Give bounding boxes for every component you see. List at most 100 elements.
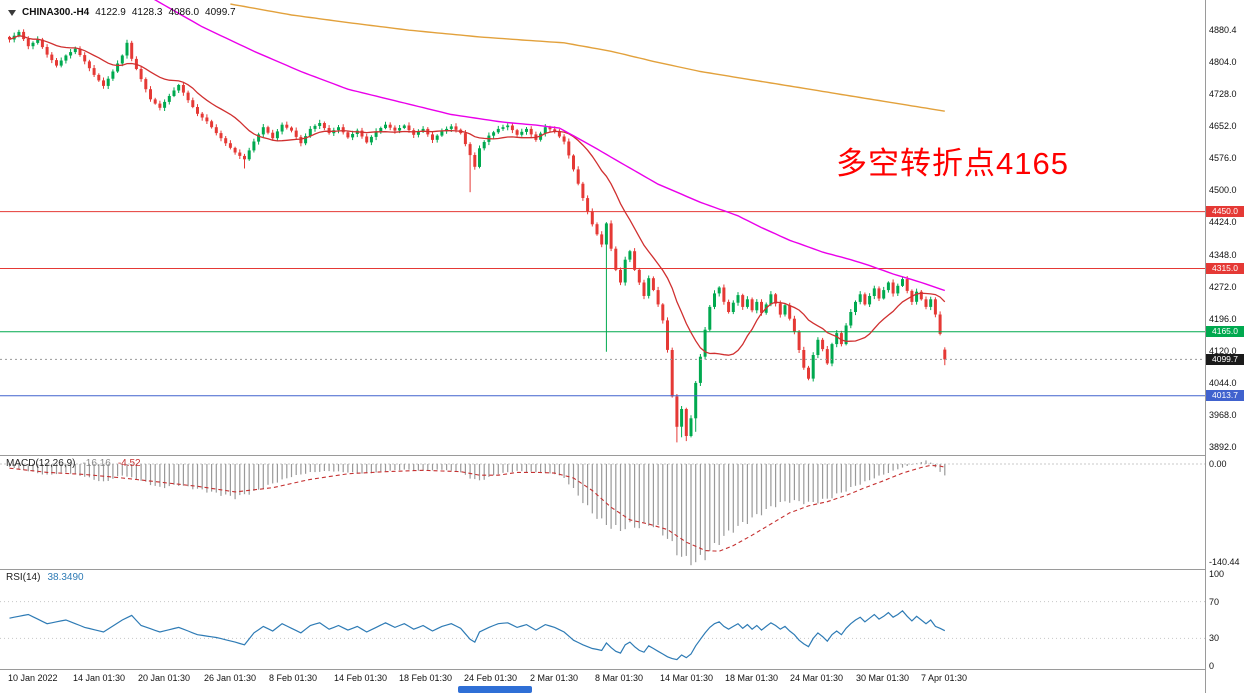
symbol-header: CHINA300.-H4 4122.9 4128.3 4086.0 4099.7 (8, 7, 236, 18)
close-value: 4099.7 (205, 7, 236, 18)
candlestick (412, 128, 416, 138)
candlestick (755, 299, 759, 314)
panel-separator[interactable] (0, 669, 1244, 670)
candlestick (891, 279, 895, 297)
candlestick (402, 124, 406, 130)
price-tick-label: 4500.0 (1209, 185, 1237, 195)
macd-axis-label: 0.00 (1209, 459, 1227, 469)
price-chart-canvas[interactable] (0, 0, 1205, 455)
chart-annotation-text[interactable]: 多空转折点4165 (836, 146, 1069, 181)
candlestick (713, 290, 716, 310)
candlestick (825, 346, 829, 365)
candlestick (172, 87, 176, 98)
rsi-axis-label: 100 (1209, 569, 1225, 579)
time-tick-label: 8 Feb 01:30 (269, 673, 318, 683)
candlestick (210, 119, 214, 129)
candlestick (243, 153, 246, 169)
candlestick (290, 126, 293, 133)
time-axis[interactable]: 10 Jan 2022 14 Jan 01:30 20 Jan 01:30 26 Ja… (0, 670, 1205, 686)
open-value: 4122.9 (95, 7, 126, 18)
price-tick-label: 4804.0 (1209, 57, 1237, 67)
candlestick (153, 97, 157, 105)
macd-axis-label: -140.44 (1209, 557, 1240, 567)
candlestick (905, 276, 909, 294)
candlestick (633, 248, 637, 271)
candlestick (327, 125, 331, 135)
slow-ma-line[interactable] (230, 3, 945, 112)
price-tick-label: 4652.0 (1209, 121, 1237, 131)
candlestick (868, 293, 872, 307)
taskbar-fragment[interactable] (458, 686, 532, 693)
macd-signal-line (9, 464, 945, 552)
candlestick (421, 126, 425, 133)
candlestick (266, 125, 270, 135)
candlestick (647, 275, 651, 299)
candlestick (929, 296, 933, 311)
price-tick-label: 4044.0 (1209, 378, 1237, 388)
rsi-value: 38.3490 (47, 572, 84, 583)
candlestick (576, 166, 580, 186)
candlestick (849, 309, 853, 329)
time-tick-label: 20 Jan 01:30 (138, 673, 191, 683)
candlestick (915, 288, 919, 305)
low-value: 4086.0 (168, 7, 200, 18)
fast-ma-line[interactable] (9, 35, 946, 356)
candlestick (698, 354, 702, 386)
candlestick (360, 127, 364, 139)
price-tick-label: 4272.0 (1209, 282, 1237, 292)
candlestick (177, 83, 181, 93)
price-tick-label: 3968.0 (1209, 410, 1237, 420)
time-tick-label: 24 Feb 01:30 (464, 673, 518, 683)
candlestick (134, 56, 138, 71)
candlestick (149, 86, 152, 102)
candlestick (346, 131, 350, 139)
price-tick-label: 4424.0 (1209, 217, 1237, 227)
candlestick (839, 330, 843, 347)
candlestick (901, 276, 904, 287)
time-tick-label: 14 Jan 01:30 (73, 673, 126, 683)
candlestick (125, 39, 129, 59)
panel-separator[interactable] (0, 455, 1244, 456)
candlestick (717, 286, 721, 297)
candlestick (351, 130, 355, 141)
candlestick (807, 365, 810, 381)
candlestick (407, 122, 411, 133)
candlestick (45, 44, 49, 58)
rsi-line (9, 609, 946, 661)
candlestick (337, 125, 340, 134)
macd-panel-canvas[interactable] (0, 456, 1205, 568)
candlestick (322, 121, 326, 131)
quick-trade-toggle-icon[interactable] (8, 9, 16, 16)
candlestick (750, 297, 754, 313)
candlestick (200, 112, 204, 121)
panel-separator[interactable] (0, 569, 1244, 570)
candlestick (473, 152, 477, 170)
time-tick-label: 7 Apr 01:30 (921, 673, 968, 683)
candlestick (703, 327, 707, 360)
candlestick (186, 90, 190, 103)
rsi-panel-canvas[interactable] (0, 570, 1205, 669)
candlestick (623, 256, 627, 286)
symbol-period-label: CHINA300.-H4 (22, 7, 90, 18)
candlestick (529, 126, 533, 138)
price-tick-label: 4196.0 (1209, 314, 1237, 324)
candlestick (280, 122, 284, 135)
candlestick (562, 134, 566, 145)
candlestick (628, 249, 632, 263)
candlestick (64, 54, 68, 64)
candlestick (55, 58, 58, 68)
candlestick (708, 305, 712, 332)
candlestick (609, 220, 613, 252)
candlestick (384, 121, 387, 130)
candlestick (228, 140, 232, 150)
candlestick (313, 124, 317, 132)
candlestick (506, 123, 510, 131)
price-axis[interactable]: 4880.4 4804.0 4728.0 4652.0 4576.0 4500.0 4424… (1205, 0, 1244, 693)
candlestick (111, 69, 115, 81)
candlestick (943, 347, 947, 366)
candlestick (492, 130, 496, 139)
candlestick (318, 119, 322, 129)
candlestick (144, 77, 148, 93)
candlestick (680, 406, 684, 438)
mid-ma-line[interactable] (151, 0, 946, 292)
